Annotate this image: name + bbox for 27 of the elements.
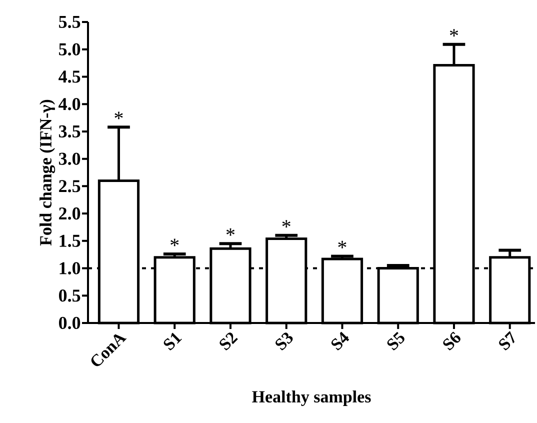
y-tick-label: 0.0: [58, 316, 80, 330]
annotation: *: [450, 29, 458, 36]
x-axis-title: Healthy samples: [252, 390, 371, 406]
annotation: *: [226, 228, 235, 236]
annotation: *: [338, 240, 346, 248]
x-tick-label: S4: [331, 332, 350, 350]
y-tick-label: 4.5: [58, 70, 80, 83]
y-tick-label: 0.5: [58, 290, 80, 302]
y-tick-label: 4.0: [58, 98, 80, 110]
y-tick-label: 5.5: [59, 16, 80, 28]
annotation: *: [170, 238, 179, 246]
y-tick-label: 3.0: [58, 152, 80, 165]
x-tick-label: S7: [499, 331, 514, 350]
x-tick-label: S1: [164, 332, 182, 350]
x-tick-label: S2: [220, 332, 238, 350]
y-tick-label: 1.0: [60, 262, 80, 274]
y-tick-label: 5.0: [59, 43, 80, 56]
y-tick-label: 2.5: [59, 180, 80, 192]
x-tick-label: S6: [443, 332, 460, 350]
annotation: *: [114, 112, 123, 120]
annotation: *: [282, 220, 290, 228]
y-tick-label: 1.5: [60, 234, 80, 247]
x-tick-label: S3: [276, 332, 293, 350]
y-axis-title: Fold change (IFN-γ): [40, 100, 56, 246]
x-tick-label: S5: [387, 332, 404, 350]
y-tick-label: 3.5: [58, 125, 80, 138]
y-tick-label: 2.0: [59, 207, 80, 220]
